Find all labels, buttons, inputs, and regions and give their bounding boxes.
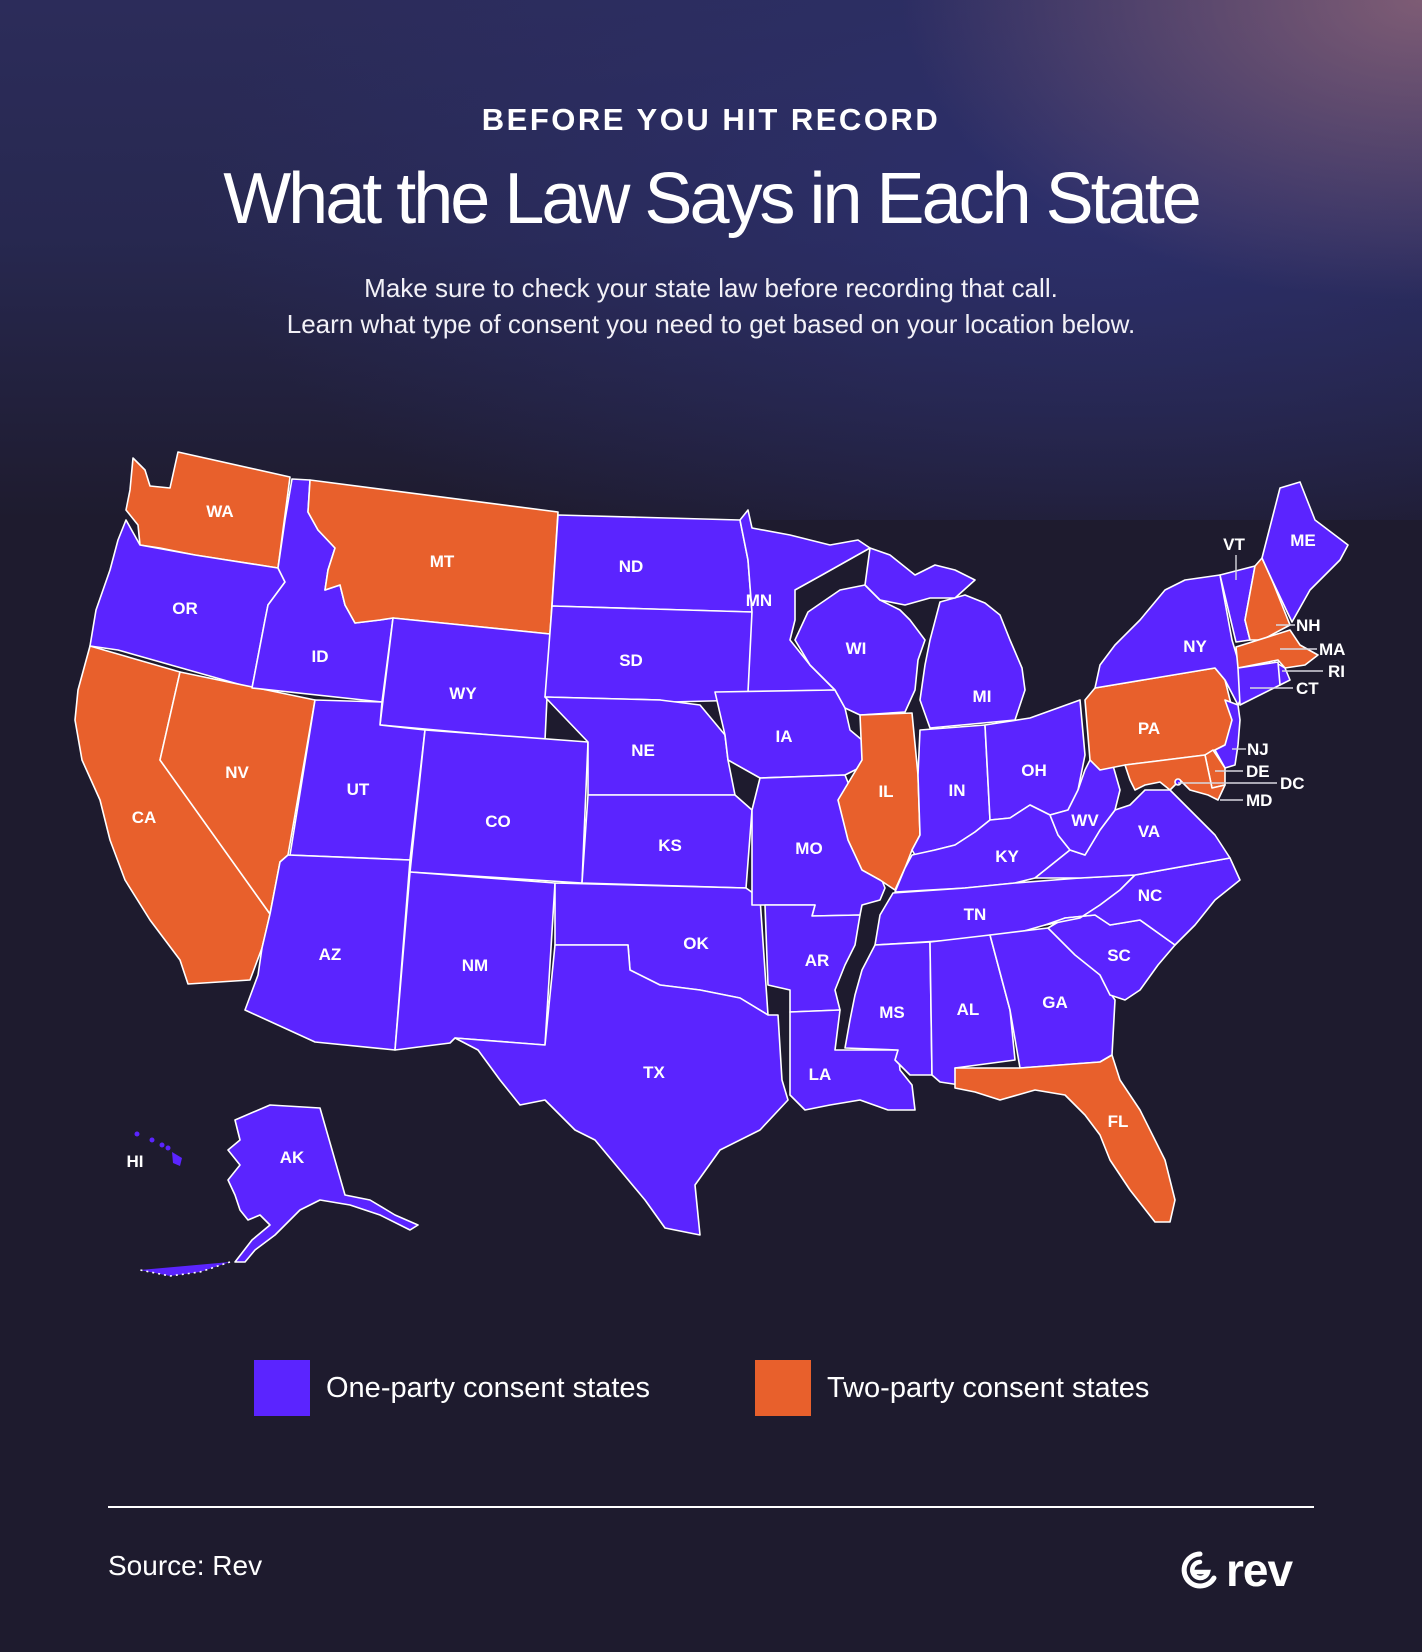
label-fl: FL: [1108, 1112, 1129, 1131]
legend-item-one-party: One-party consent states: [254, 1360, 650, 1416]
state-wv[interactable]: [1049, 754, 1121, 856]
state-sd[interactable]: [544, 605, 753, 703]
label-me: ME: [1290, 531, 1316, 550]
label-nd: ND: [619, 557, 644, 576]
label-ny: NY: [1183, 637, 1207, 656]
state-tx[interactable]: [454, 944, 789, 1236]
label-tx: TX: [643, 1063, 665, 1082]
label-de: DE: [1246, 762, 1270, 781]
state-me[interactable]: [1261, 481, 1349, 623]
legend-label-one-party: One-party consent states: [326, 1371, 650, 1404]
label-nj: NJ: [1247, 740, 1269, 759]
state-ak[interactable]: [227, 1104, 419, 1263]
label-ks: KS: [658, 836, 682, 855]
label-co: CO: [485, 812, 511, 831]
label-wa: WA: [206, 502, 233, 521]
state-ks[interactable]: [581, 794, 753, 889]
state-hi[interactable]: [134, 1131, 183, 1167]
label-mn: MN: [746, 591, 772, 610]
label-md: MD: [1246, 791, 1272, 810]
label-tn: TN: [964, 905, 987, 924]
state-ar[interactable]: [764, 904, 861, 1013]
label-ut: UT: [347, 780, 370, 799]
state-nj[interactable]: [1214, 699, 1241, 769]
label-ct: CT: [1296, 679, 1319, 698]
label-nh: NH: [1296, 616, 1321, 635]
state-dc[interactable]: [1174, 778, 1182, 786]
label-al: AL: [957, 1000, 980, 1019]
state-ny[interactable]: [1094, 574, 1246, 706]
state-mi-up[interactable]: [864, 547, 976, 606]
state-wy[interactable]: [379, 617, 551, 741]
label-la: LA: [809, 1065, 832, 1084]
subtitle-line-2: Learn what type of consent you need to g…: [286, 309, 1136, 339]
state-nc[interactable]: [1044, 857, 1241, 946]
label-il: IL: [878, 782, 893, 801]
label-ma: MA: [1319, 640, 1345, 659]
state-ak-aleutians: [139, 1261, 231, 1277]
label-mi: MI: [973, 687, 992, 706]
state-md[interactable]: [1124, 754, 1226, 801]
label-vt: VT: [1223, 535, 1245, 554]
label-ak: AK: [280, 1148, 305, 1167]
label-nm: NM: [462, 956, 488, 975]
label-pa: PA: [1138, 719, 1160, 738]
source-credit: Source: Rev: [108, 1550, 263, 1581]
label-wv: WV: [1071, 811, 1099, 830]
label-ms: MS: [879, 1003, 905, 1022]
label-mo: MO: [795, 839, 822, 858]
label-va: VA: [1138, 822, 1160, 841]
label-nv: NV: [225, 763, 249, 782]
label-oh: OH: [1021, 761, 1047, 780]
label-ga: GA: [1042, 993, 1068, 1012]
label-dc: DC: [1280, 774, 1305, 793]
label-ri: RI: [1328, 662, 1345, 681]
label-ky: KY: [995, 847, 1019, 866]
two-party-swatch: [755, 1360, 811, 1416]
label-ne: NE: [631, 741, 655, 760]
state-mi[interactable]: [919, 594, 1026, 729]
state-co[interactable]: [409, 729, 589, 884]
state-nd[interactable]: [551, 514, 753, 613]
label-wi: WI: [846, 639, 867, 658]
state-ct[interactable]: [1237, 661, 1281, 706]
label-sd: SD: [619, 651, 643, 670]
label-ca: CA: [132, 808, 157, 827]
footer-divider: [108, 1506, 1314, 1508]
label-ia: IA: [776, 727, 793, 746]
state-mn[interactable]: [739, 509, 871, 693]
label-in: IN: [949, 781, 966, 800]
state-fl[interactable]: [954, 1054, 1176, 1223]
label-az: AZ: [319, 945, 342, 964]
one-party-swatch: [254, 1360, 310, 1416]
label-wy: WY: [449, 684, 477, 703]
rev-swirl-icon: [1181, 1551, 1217, 1589]
label-id: ID: [312, 647, 329, 666]
label-nc: NC: [1138, 886, 1163, 905]
label-ar: AR: [805, 951, 830, 970]
label-hi: HI: [127, 1152, 144, 1171]
legend-label-two-party: Two-party consent states: [827, 1371, 1150, 1404]
subtitle-line-1: Make sure to check your state law before…: [364, 273, 1058, 303]
page-title: What the Law Says in Each State: [223, 159, 1202, 239]
rev-logo-text: rev: [1226, 1544, 1293, 1596]
legend: One-party consent states Two-party conse…: [0, 1360, 1422, 1416]
state-la[interactable]: [789, 1009, 916, 1111]
legend-item-two-party: Two-party consent states: [755, 1360, 1149, 1416]
subtitle: Make sure to check your state law before…: [0, 270, 1422, 342]
rev-logo: rev: [1180, 1544, 1293, 1596]
label-sc: SC: [1107, 946, 1131, 965]
kicker-heading: BEFORE YOU HIT RECORD: [481, 102, 941, 137]
label-ok: OK: [683, 934, 709, 953]
label-or: OR: [172, 599, 198, 618]
label-mt: MT: [430, 552, 455, 571]
